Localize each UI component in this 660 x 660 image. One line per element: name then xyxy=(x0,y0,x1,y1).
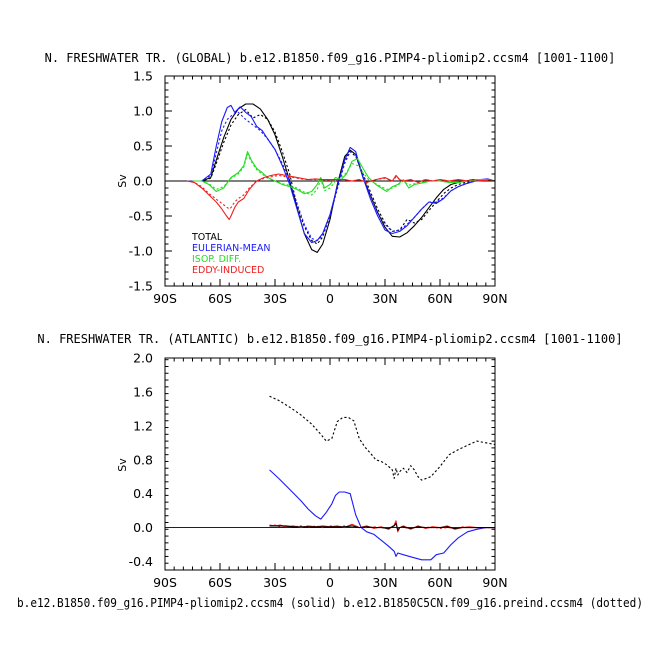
global-series-total-solid xyxy=(187,103,496,253)
atlantic-x-tick-label: 30S xyxy=(263,575,287,590)
atlantic-y-tick-label: 0.8 xyxy=(133,452,153,467)
global-series-isop-diff-solid xyxy=(192,151,496,195)
global-x-tick-label: 30N xyxy=(372,291,397,306)
global-tick-labels: 90S 60S 30S 0 30N 60N 90N -1.5 -1.0 -0.5 0.0 0.5 1.0… xyxy=(129,69,508,307)
global-x-tick-label: 30S xyxy=(263,291,287,306)
global-series-eddy-induced-solid xyxy=(186,173,496,221)
global-series-group xyxy=(186,103,496,253)
atlantic-x-tick-label: 60S xyxy=(208,575,232,590)
legend-entry-isop-diff: ISOP. DIFF. xyxy=(192,254,241,265)
global-y-tick-label: 1.0 xyxy=(133,104,153,119)
global-y-tick-label: -1.5 xyxy=(129,279,153,294)
global-y-tick-label: -1.0 xyxy=(129,244,153,259)
atlantic-x-tick-label: 60N xyxy=(427,575,452,590)
global-chart-title: N. FRESHWATER TR. (GLOBAL) b.e12.B1850.f… xyxy=(45,51,616,65)
global-axes xyxy=(164,75,496,287)
atlantic-series-eulerian-mean-solid xyxy=(269,469,495,561)
global-y-tick-label: -0.5 xyxy=(129,209,153,224)
atlantic-x-tick-label: 0 xyxy=(326,575,334,590)
global-y-tick-label: 1.5 xyxy=(133,69,153,84)
legend-entry-eulerian-mean: EULERIAN-MEAN xyxy=(192,243,271,254)
atlantic-y-tick-label: -0.4 xyxy=(129,554,153,569)
global-panel: N. FRESHWATER TR. (GLOBAL) b.e12.B1850.f… xyxy=(45,51,616,306)
global-y-axis-label: Sv xyxy=(116,174,129,188)
atlantic-y-tick-label: 1.2 xyxy=(133,418,153,433)
global-series-eulerian-mean-dotted xyxy=(187,111,496,242)
atlantic-chart-title: N. FRESHWATER TR. (ATLANTIC) b.e12.B1850… xyxy=(37,332,622,346)
atlantic-x-tick-label: 90S xyxy=(153,575,177,590)
atlantic-y-tick-label: 1.6 xyxy=(133,384,153,399)
atlantic-axes xyxy=(164,357,496,571)
global-y-tick-label: 0.5 xyxy=(133,139,153,154)
global-x-tick-label: 60S xyxy=(208,291,232,306)
atlantic-y-axis-label: Sv xyxy=(116,458,129,472)
atlantic-y-tick-label: 0.4 xyxy=(133,486,153,501)
global-series-total-dotted xyxy=(187,109,496,245)
global-x-tick-label: 60N xyxy=(427,291,452,306)
global-series-eulerian-mean-solid xyxy=(187,104,496,244)
atlantic-x-tick-label: 90N xyxy=(482,575,507,590)
global-x-tick-label: 90S xyxy=(153,291,177,306)
atlantic-tick-labels: 90S 60S 30S 0 30N 60N 90N -0.4 0.0 0.4 0.8 1.2 1.6 2.… xyxy=(129,351,508,591)
legend-entry-eddy-induced: EDDY-INDUCED xyxy=(192,265,264,276)
atlantic-plot-frame xyxy=(164,357,496,571)
atlantic-series-group xyxy=(269,395,496,561)
footer-caption: b.e12.B1850.f09_g16.PIMP4-pliomip2.ccsm4… xyxy=(17,596,643,610)
atlantic-y-tick-label: 2.0 xyxy=(133,351,153,366)
global-x-tick-label: 0 xyxy=(326,291,334,306)
legend-entry-total: TOTAL xyxy=(191,232,223,243)
atlantic-series-total-solid xyxy=(269,522,495,531)
global-x-tick-label: 90N xyxy=(482,291,507,306)
atlantic-panel: N. FRESHWATER TR. (ATLANTIC) b.e12.B1850… xyxy=(37,332,622,590)
global-series-isop-diff-dotted xyxy=(192,153,496,196)
atlantic-series-total-dotted xyxy=(269,395,496,481)
global-y-tick-label: 0.0 xyxy=(133,174,153,189)
atlantic-x-tick-label: 30N xyxy=(372,575,397,590)
atlantic-y-tick-label: 0.0 xyxy=(133,520,153,535)
